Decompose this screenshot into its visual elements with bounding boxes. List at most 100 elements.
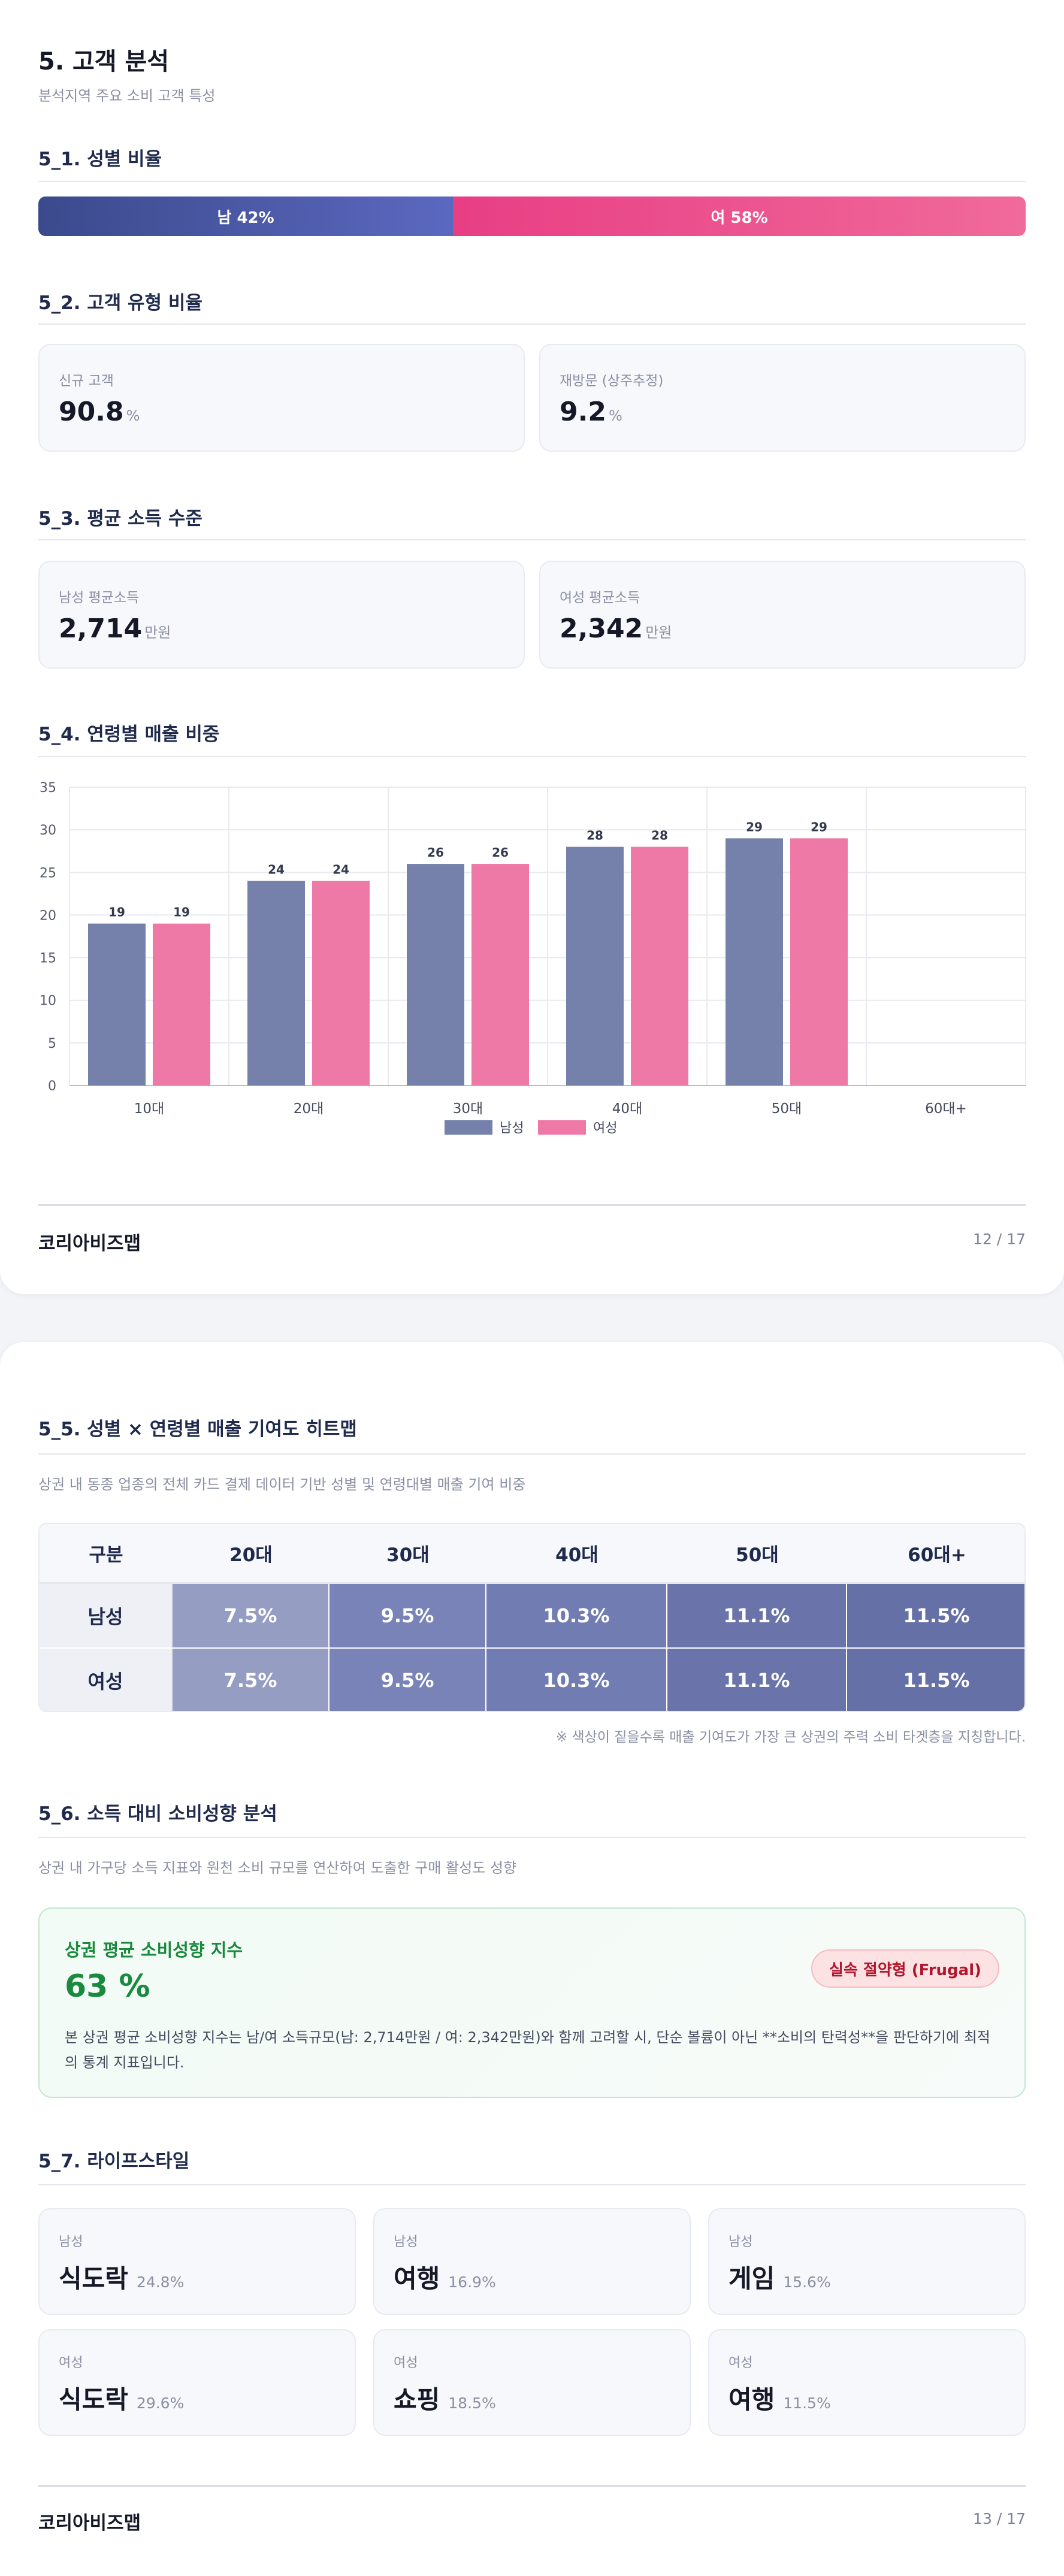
lifestyle-name: 여행 16.9%: [394, 2258, 496, 2295]
heatmap-header-cell: 40대: [486, 1524, 667, 1584]
stat-label: 재방문 (상주추정): [560, 373, 664, 389]
stat-value: 9.2%: [560, 397, 622, 427]
page-number: 12 / 17: [973, 1230, 1026, 1248]
lifestyle-percent: 11.5%: [783, 2394, 831, 2412]
data-label: 28: [587, 829, 603, 843]
lifestyle-gender: 남성: [59, 2235, 83, 2250]
lifestyle-category: 여행: [394, 2264, 440, 2293]
x-tick-label: 30대: [453, 1101, 483, 1117]
divider: [38, 323, 1026, 325]
heatmap-note: ※ 색상이 짙을수록 매출 기여도가 가장 큰 상권의 주력 소비 타겟층을 지…: [555, 1730, 1026, 1745]
heatmap-header-cell: 50대: [667, 1524, 847, 1584]
consumption-card-title: 상권 평균 소비성향 지수: [65, 1940, 243, 1960]
heatmap-cell: 7.5%: [173, 1584, 330, 1649]
lifestyle-percent: 18.5%: [448, 2394, 496, 2412]
stat-card-revisit: 재방문 (상주추정) 9.2%: [539, 344, 1026, 452]
lifestyle-gender: 남성: [394, 2235, 418, 2250]
legend-label: 여성: [593, 1121, 617, 1136]
lifestyle-gender: 여성: [394, 2356, 418, 2371]
data-label: 24: [332, 863, 349, 877]
stat-number: 90.8: [59, 397, 124, 427]
section-heading-consumption: 5_6. 소득 대비 소비성향 분석: [38, 1803, 277, 1825]
section-heading-age-sales: 5_4. 연령별 매출 비중: [38, 724, 220, 745]
lifestyle-percent: 16.9%: [448, 2273, 496, 2291]
stat-label: 남성 평균소득: [59, 590, 140, 606]
x-tick-label: 50대: [772, 1101, 802, 1117]
section-heading-customer-type: 5_2. 고객 유형 비율: [38, 292, 202, 314]
legend-swatch: [445, 1120, 492, 1135]
report-page-12: 5. 고객 분석 분석지역 주요 소비 고객 특성 5_1. 성별 비율 남 4…: [0, 0, 1064, 1294]
divider: [38, 2184, 1026, 2185]
x-tick-label: 40대: [612, 1101, 642, 1117]
lifestyle-percent: 29.6%: [136, 2394, 185, 2412]
divider: [38, 181, 1026, 182]
stat-card-male-income: 남성 평균소득 2,714 만원: [38, 561, 525, 669]
lifestyle-category: 여행: [729, 2385, 775, 2414]
heatmap-cell: 11.5%: [847, 1584, 1024, 1649]
lifestyle-percent: 15.6%: [783, 2273, 831, 2291]
stat-value: 2,342 만원: [560, 613, 672, 644]
lifestyle-name: 식도락 24.8%: [59, 2258, 184, 2295]
stat-number: 9.2: [560, 397, 606, 427]
y-tick-label: 20: [40, 908, 56, 923]
lifestyle-category: 게임: [729, 2264, 775, 2293]
heatmap-row-label: 남성: [40, 1584, 173, 1649]
data-label: 19: [173, 905, 190, 920]
lifestyle-gender: 남성: [729, 2235, 753, 2250]
bar-female: [153, 923, 210, 1086]
lifestyle-gender: 여성: [59, 2356, 83, 2371]
bar-male: [407, 864, 464, 1086]
y-tick-label: 15: [40, 951, 56, 966]
age-sales-bar-chart: 0 5 10 15 20 25 30 35 10대 19 19 20대 24 24 30대 26 26 40대 28…: [40, 781, 1026, 1136]
male-ratio-segment: 남 42%: [38, 196, 454, 236]
legend-label: 남성: [500, 1121, 524, 1136]
bar-male: [88, 923, 146, 1086]
divider: [38, 539, 1026, 540]
bar-male: [726, 838, 783, 1086]
footer-divider: [38, 1204, 1026, 1206]
heatmap-cell: 10.3%: [486, 1584, 667, 1649]
section-heading-gender-ratio: 5_1. 성별 비율: [38, 149, 162, 170]
data-label: 26: [427, 845, 444, 860]
y-tick-label: 35: [40, 781, 56, 796]
stat-unit: 만원: [144, 624, 171, 641]
bar-male: [247, 881, 305, 1086]
stat-value: 90.8%: [59, 397, 140, 427]
lifestyle-category: 쇼핑: [394, 2385, 440, 2414]
section-heading-heatmap: 5_5. 성별 × 연령별 매출 기여도 히트맵: [38, 1419, 357, 1440]
footer-brand: 코리아비즈맵: [38, 2512, 141, 2534]
heatmap-cell: 11.5%: [847, 1649, 1024, 1711]
stat-label: 여성 평균소득: [560, 590, 640, 606]
data-label: 26: [492, 845, 509, 860]
divider: [38, 1453, 1026, 1455]
y-tick-label: 5: [48, 1036, 56, 1051]
consumption-index-card: 상권 평균 소비성향 지수 63 % 실속 절약형 (Frugal) 본 상권 …: [38, 1907, 1026, 2098]
lifestyle-name: 식도락 29.6%: [59, 2380, 184, 2416]
stat-unit: %: [608, 407, 622, 424]
bar-female: [631, 846, 688, 1086]
bar-female: [312, 881, 370, 1086]
section-description: 상권 내 동종 업종의 전체 카드 결제 데이터 기반 성별 및 연령대별 매출…: [38, 1476, 526, 1493]
data-label: 29: [746, 820, 763, 834]
heatmap-cell: 9.5%: [330, 1584, 486, 1649]
page-title: 5. 고객 분석: [38, 48, 170, 75]
lifestyle-percent: 24.8%: [136, 2273, 185, 2291]
stat-value: 2,714 만원: [59, 613, 171, 644]
lifestyle-card: 여성 여행 11.5%: [708, 2329, 1026, 2436]
report-page-13: 5_5. 성별 × 연령별 매출 기여도 히트맵 상권 내 동종 업종의 전체 …: [0, 1342, 1064, 2576]
lifestyle-name: 게임 15.6%: [729, 2258, 831, 2295]
lifestyle-category: 식도락: [59, 2385, 128, 2414]
consumption-description: 본 상권 평균 소비성향 지수는 남/여 소득규모(남: 2,714만원 / 여…: [65, 2029, 990, 2071]
heatmap-header-cell: 60대+: [847, 1524, 1024, 1584]
legend-swatch: [538, 1120, 586, 1135]
y-tick-label: 0: [48, 1079, 56, 1094]
heatmap-row-label: 여성: [40, 1649, 173, 1711]
data-label: 24: [268, 863, 285, 877]
stat-card-new-customer: 신규 고객 90.8%: [38, 344, 525, 452]
divider: [38, 756, 1026, 757]
divider: [38, 1837, 1026, 1838]
stat-label: 신규 고객: [59, 373, 114, 389]
